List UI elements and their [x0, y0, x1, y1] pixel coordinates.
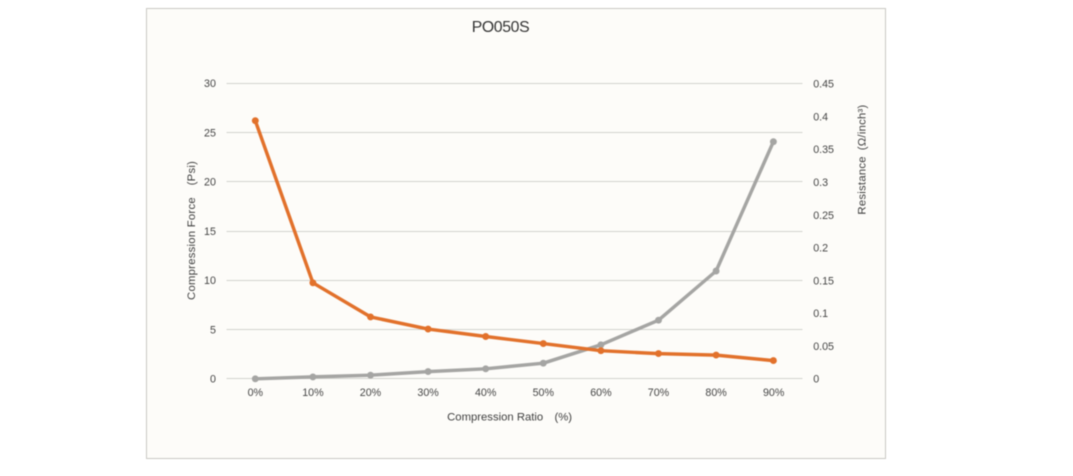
- svg-text:5: 5: [210, 324, 216, 336]
- svg-text:0.4: 0.4: [813, 112, 828, 124]
- svg-text:20%: 20%: [360, 387, 382, 399]
- svg-text:25: 25: [204, 127, 216, 139]
- svg-text:0.1: 0.1: [813, 308, 828, 320]
- svg-text:30%: 30%: [417, 387, 439, 399]
- svg-text:0.45: 0.45: [813, 79, 834, 91]
- svg-text:0.2: 0.2: [813, 243, 828, 255]
- svg-text:0.05: 0.05: [813, 341, 834, 353]
- svg-text:0.3: 0.3: [813, 177, 828, 189]
- svg-text:Resistance (Ω/inch³): Resistance (Ω/inch³): [857, 104, 869, 214]
- svg-text:80%: 80%: [705, 387, 727, 399]
- svg-text:0%: 0%: [248, 387, 264, 399]
- svg-text:Compression Force (Psi): Compression Force (Psi): [186, 161, 198, 300]
- svg-text:PO050S: PO050S: [472, 19, 530, 36]
- svg-text:0: 0: [210, 374, 216, 386]
- svg-text:90%: 90%: [763, 387, 785, 399]
- svg-text:50%: 50%: [533, 387, 555, 399]
- svg-text:40%: 40%: [475, 387, 497, 399]
- svg-text:30: 30: [204, 78, 216, 90]
- svg-text:Compression Ratio (%): Compression Ratio (%): [447, 412, 572, 424]
- svg-text:70%: 70%: [648, 387, 670, 399]
- svg-text:60%: 60%: [590, 387, 612, 399]
- svg-text:0.15: 0.15: [813, 275, 834, 287]
- svg-text:10: 10: [204, 275, 216, 287]
- svg-text:0.35: 0.35: [813, 144, 834, 156]
- svg-text:0: 0: [813, 374, 819, 386]
- svg-text:0.25: 0.25: [813, 210, 834, 222]
- svg-text:10%: 10%: [302, 387, 324, 399]
- svg-text:15: 15: [204, 226, 216, 238]
- svg-text:20: 20: [204, 177, 216, 189]
